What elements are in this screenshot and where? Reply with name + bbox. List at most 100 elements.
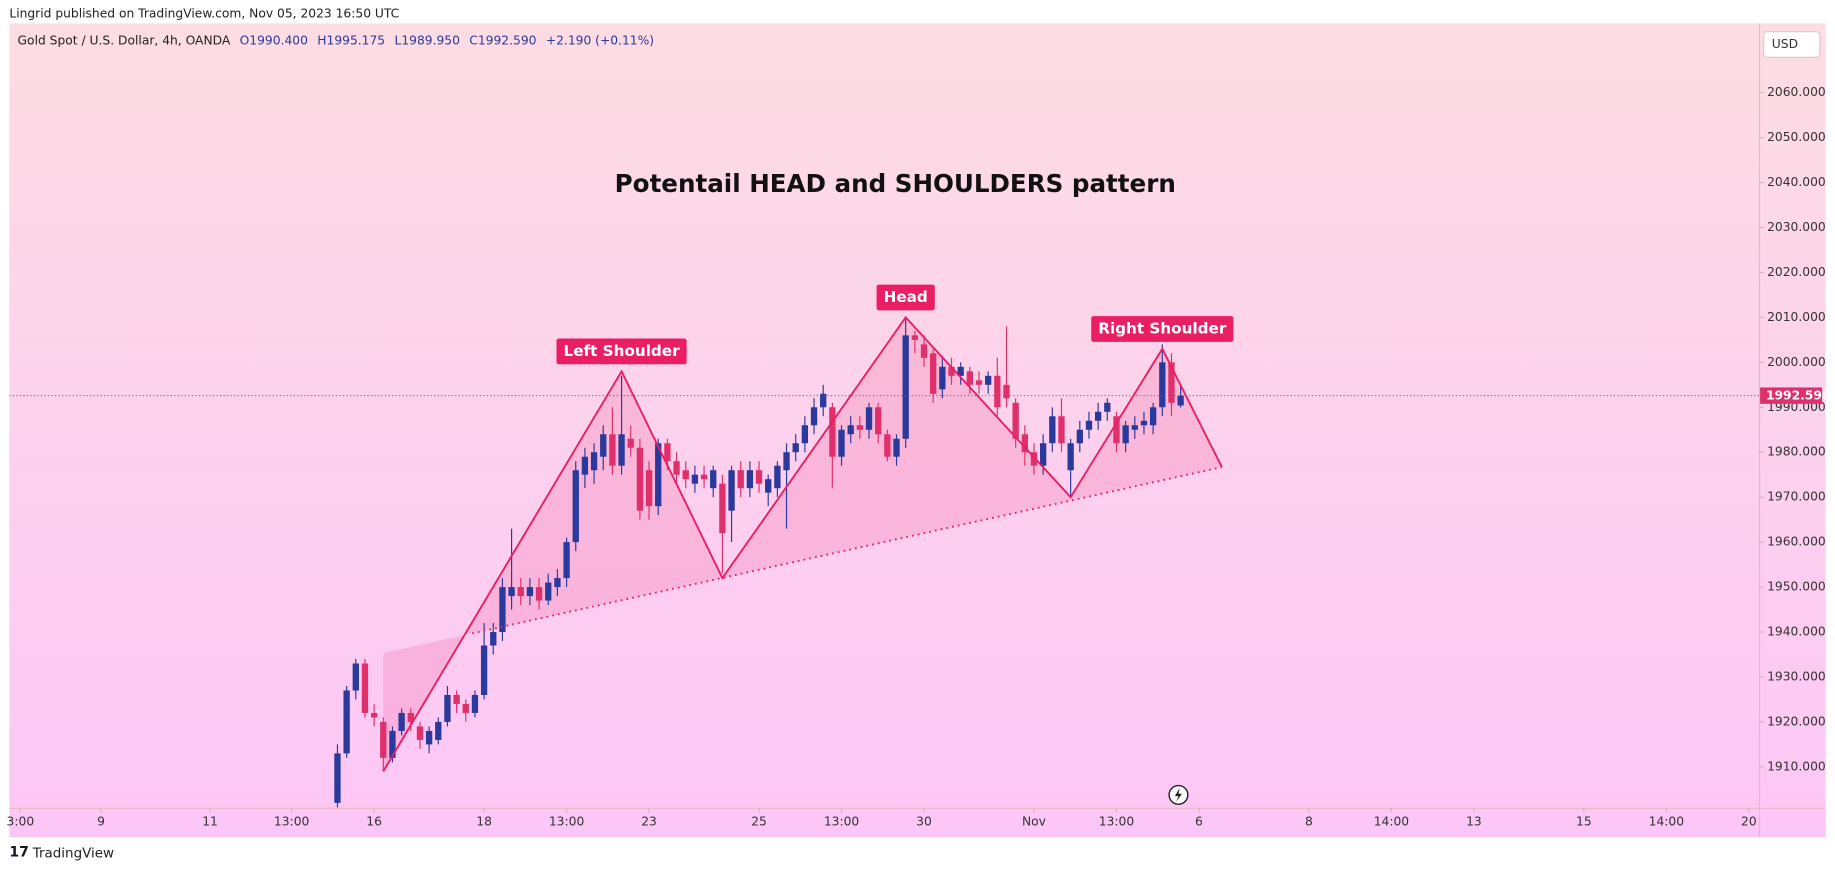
- y-tick-label: 1970.000: [1767, 490, 1826, 504]
- candle-body: [645, 470, 653, 507]
- ohlc-value: H1995.175: [317, 33, 385, 47]
- candle-body: [728, 470, 735, 511]
- x-tick-label: Nov: [1022, 814, 1046, 828]
- x-tick-label: 8: [1305, 814, 1313, 828]
- candle-body: [526, 587, 534, 597]
- candle-body: [636, 447, 644, 511]
- x-tick-label: 3:00: [7, 814, 35, 828]
- candle-body: [471, 694, 479, 713]
- candle-body: [453, 694, 460, 704]
- candle-body: [352, 663, 359, 691]
- candle-body: [334, 753, 341, 803]
- brand: TradingView: [32, 846, 114, 861]
- x-tick-label: 6: [1195, 814, 1203, 828]
- candle-body: [572, 470, 579, 543]
- y-tick-label: 2010.000: [1767, 310, 1826, 324]
- candle-body: [398, 712, 405, 731]
- y-tick-label: 1930.000: [1767, 669, 1826, 683]
- candle-body: [480, 645, 488, 695]
- candle-body: [948, 366, 955, 376]
- candle-body: [902, 335, 909, 439]
- x-tick-label: 25: [751, 814, 767, 828]
- y-tick-label: 1910.000: [1767, 759, 1826, 773]
- candle-body: [517, 587, 524, 597]
- candle-body: [554, 578, 561, 588]
- candle-body: [563, 542, 570, 579]
- currency[interactable]: USD: [1772, 37, 1798, 51]
- icon-bolt[interactable]: [1174, 787, 1182, 802]
- candle-body: [838, 429, 845, 457]
- currency-box[interactable]: [1763, 31, 1821, 58]
- candle-body: [920, 344, 928, 358]
- candle-body: [1131, 425, 1138, 430]
- candle-body: [1094, 411, 1102, 421]
- annotation-box: [876, 284, 935, 311]
- candle-body: [847, 425, 854, 435]
- x-tick-label: 14:00: [1374, 814, 1409, 828]
- candle-body: [994, 375, 1001, 408]
- candle-body: [389, 730, 396, 758]
- x-tick-label: 20: [1741, 814, 1757, 828]
- candle-body: [1049, 416, 1056, 444]
- y-tick-label: 2000.000: [1767, 355, 1826, 369]
- candle-body: [1058, 416, 1065, 444]
- candle-body: [664, 443, 671, 462]
- candle-body: [600, 434, 607, 457]
- annotation-label: Head: [884, 288, 928, 306]
- candle-body: [765, 479, 772, 493]
- candle-body: [490, 632, 497, 646]
- candle-body: [691, 474, 699, 484]
- candle-body: [673, 461, 680, 475]
- x-tick-label: 15: [1576, 814, 1592, 828]
- candle-body: [508, 587, 515, 597]
- ohlc-value: O1990.400: [240, 33, 308, 47]
- ohlc-value: C1992.590: [469, 33, 536, 47]
- last-price-label: 1992.590: [1766, 389, 1830, 403]
- annotation-box: [556, 338, 687, 365]
- candle-body: [535, 587, 543, 601]
- y-tick-label: 2050.000: [1767, 130, 1826, 144]
- candle-body: [655, 443, 662, 507]
- plot: [334, 315, 1223, 808]
- x-tick-label: 13: [1466, 814, 1482, 828]
- candle-body: [444, 694, 451, 722]
- candle-body: [719, 483, 726, 534]
- candle-body: [810, 407, 818, 426]
- candle-body: [700, 474, 708, 480]
- candle-body: [710, 470, 717, 489]
- candle-body: [1113, 416, 1120, 444]
- ohlc-value: +2.190 (+0.11%): [546, 33, 654, 47]
- candle-body: [1039, 443, 1047, 466]
- candle-body: [581, 456, 589, 475]
- brand-logo: 17: [9, 844, 29, 860]
- candle-body: [1140, 420, 1148, 426]
- candle-body: [1012, 402, 1019, 439]
- annotation-label: Left Shoulder: [564, 342, 681, 360]
- candle-body: [1104, 402, 1111, 412]
- candle-body: [361, 663, 369, 713]
- candle-body: [590, 452, 598, 471]
- candle-body: [627, 438, 634, 448]
- x-tick-label: 18: [476, 814, 492, 828]
- y-tick-label: 1960.000: [1767, 535, 1826, 549]
- candle-body: [1168, 362, 1175, 403]
- candle-body: [783, 452, 790, 471]
- publisher: Lingrid published on TradingView.com, No…: [9, 7, 399, 21]
- x-tick-label: 13:00: [549, 814, 584, 828]
- annotation-box: [1091, 316, 1234, 342]
- x-tick-label: 13:00: [824, 814, 859, 828]
- candle-body: [1149, 407, 1157, 426]
- candle-body: [820, 393, 827, 408]
- x-tick-label: 14:00: [1649, 814, 1684, 828]
- y-tick-label: 2020.000: [1767, 265, 1826, 279]
- candle-body: [829, 407, 836, 457]
- candle-body: [985, 375, 992, 385]
- candle-body: [416, 726, 424, 740]
- candle-body: [1067, 443, 1074, 471]
- replay-icon[interactable]: [1168, 784, 1189, 805]
- candle-body: [618, 434, 625, 466]
- x-tick-label: 9: [97, 814, 105, 828]
- candle-body: [930, 353, 937, 394]
- candle-body: [774, 465, 781, 489]
- candle-body: [1021, 434, 1028, 453]
